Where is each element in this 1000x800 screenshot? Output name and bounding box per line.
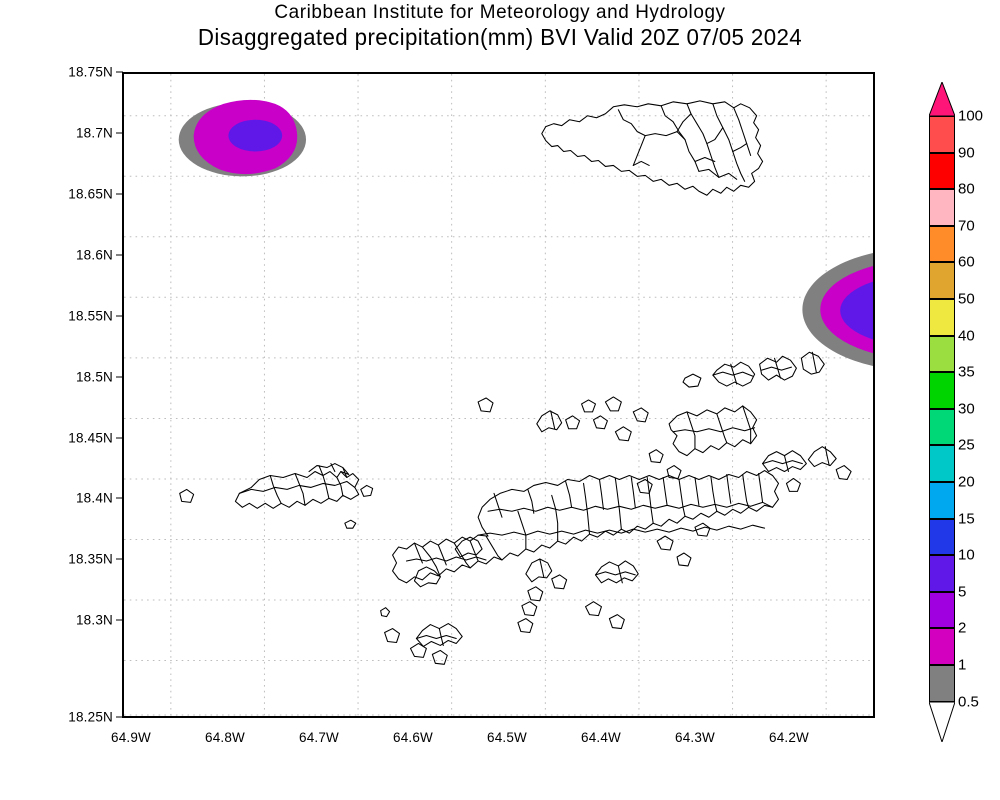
y-tick-label: 18.25N bbox=[68, 709, 113, 725]
x-tick-label: 64.4W bbox=[580, 730, 622, 745]
precip-cell-east bbox=[802, 253, 873, 367]
chart-subtitle-institute: Caribbean Institute for Meteorology and … bbox=[274, 1, 726, 23]
precip-cell-northwest bbox=[178, 99, 307, 177]
x-tick-label: 64.6W bbox=[392, 730, 434, 745]
colorbar-tick-label: 30 bbox=[958, 400, 975, 418]
islets-northeast-scatter bbox=[636, 449, 682, 494]
colorbar-band-90-100[interactable] bbox=[929, 116, 955, 153]
colorbar-tick-label: 10 bbox=[958, 546, 975, 564]
colorbar-band-40-50[interactable] bbox=[929, 299, 955, 336]
colorbar-band-2-5[interactable] bbox=[929, 591, 955, 629]
colorbar-tick-label: 70 bbox=[958, 217, 975, 235]
y-tick-label: 18.35N bbox=[68, 551, 113, 567]
islands-mid-south bbox=[477, 396, 649, 442]
colorbar-band-25-30[interactable] bbox=[929, 408, 955, 446]
islets-eastern-chain bbox=[762, 446, 852, 492]
colorbar-band-20-25[interactable] bbox=[929, 445, 955, 482]
colorbar-tick-label: 2 bbox=[958, 619, 967, 637]
colorbar-tick-label: 5 bbox=[958, 583, 967, 601]
y-tick-label: 18.3N bbox=[75, 612, 113, 628]
colorbar-band-10-15[interactable] bbox=[929, 518, 955, 556]
y-axis: 18.75N 18.7N 18.65N 18.6N 18.55N 18.5N 1… bbox=[0, 65, 113, 725]
colorbar-band-60-70[interactable] bbox=[929, 225, 955, 263]
colorbar-tick-label: 90 bbox=[958, 144, 975, 162]
colorbar-band-1-2[interactable] bbox=[929, 628, 955, 665]
map-svg bbox=[124, 74, 873, 716]
map-gridlines bbox=[124, 74, 873, 716]
colorbar-tick-label: 15 bbox=[958, 510, 975, 528]
y-tick-label: 18.7N bbox=[75, 125, 113, 141]
colorbar-over-arrow bbox=[929, 82, 955, 116]
colorbar-band-15-20[interactable] bbox=[929, 482, 955, 519]
islet-far-west bbox=[179, 488, 195, 503]
colorbar-tick-label: 60 bbox=[958, 253, 975, 271]
x-tick-label: 64.9W bbox=[110, 730, 152, 745]
island-outlines bbox=[179, 100, 852, 665]
colorbar-tick-label: 80 bbox=[958, 180, 975, 198]
x-axis: 64.9W 64.8W 64.7W 64.6W 64.5W 64.4W 64.3… bbox=[111, 720, 875, 750]
x-tick-label: 64.8W bbox=[204, 730, 246, 745]
y-tick-label: 18.6N bbox=[75, 247, 113, 263]
colorbar-tick-label: 25 bbox=[958, 436, 975, 454]
colorbar-under-arrow bbox=[929, 701, 955, 742]
colorbar-tick-label: 100 bbox=[958, 107, 984, 125]
colorbar-band-50-60[interactable] bbox=[929, 262, 955, 299]
chart-title-block: Caribbean Institute for Meteorology and … bbox=[0, 0, 1000, 51]
colorbar-tick-label: 1 bbox=[958, 656, 967, 674]
colorbar-band-35-40[interactable] bbox=[929, 335, 955, 373]
islands-southern bbox=[380, 522, 711, 665]
y-tick-label: 18.5N bbox=[75, 369, 113, 385]
x-tick-label: 64.2W bbox=[768, 730, 810, 745]
colorbar-labels: 100 90 80 70 60 50 40 35 30 25 20 15 10 … bbox=[958, 82, 1000, 711]
colorbar-band-80-90[interactable] bbox=[929, 152, 955, 190]
y-tick-label: 18.75N bbox=[68, 64, 113, 80]
x-tick-label: 64.3W bbox=[674, 730, 716, 745]
y-tick-label: 18.45N bbox=[68, 430, 113, 445]
colorbar-tick-label: 40 bbox=[958, 327, 975, 345]
y-tick-label: 18.55N bbox=[68, 308, 113, 324]
y-tick-label: 18.4N bbox=[75, 490, 113, 506]
colorbar-tick-label: 0.5 bbox=[958, 693, 979, 711]
page-title: Disaggregated precipitation(mm) BVI Vali… bbox=[197, 24, 803, 50]
colorbar-tick-label: 35 bbox=[958, 363, 975, 381]
colorbar-band-0.5-1[interactable] bbox=[929, 665, 955, 702]
x-tick-label: 64.7W bbox=[298, 730, 340, 745]
island-tortola bbox=[392, 470, 780, 584]
colorbar-band-70-80[interactable] bbox=[929, 189, 955, 226]
colorbar-tick-label: 50 bbox=[958, 290, 975, 308]
x-tick-label: 64.5W bbox=[486, 730, 528, 745]
map-plot-area[interactable] bbox=[122, 72, 875, 718]
y-tick-label: 18.65N bbox=[68, 186, 113, 202]
colorbar-tick-label: 20 bbox=[958, 473, 975, 491]
colorbar-band-30-35[interactable] bbox=[929, 372, 955, 409]
precipitation-colorbar[interactable] bbox=[929, 82, 955, 742]
island-virgin-gorda bbox=[668, 351, 825, 457]
colorbar-band-5-10[interactable] bbox=[929, 555, 955, 592]
island-jost-van-dyke bbox=[234, 463, 374, 529]
island-anegada bbox=[541, 100, 764, 196]
